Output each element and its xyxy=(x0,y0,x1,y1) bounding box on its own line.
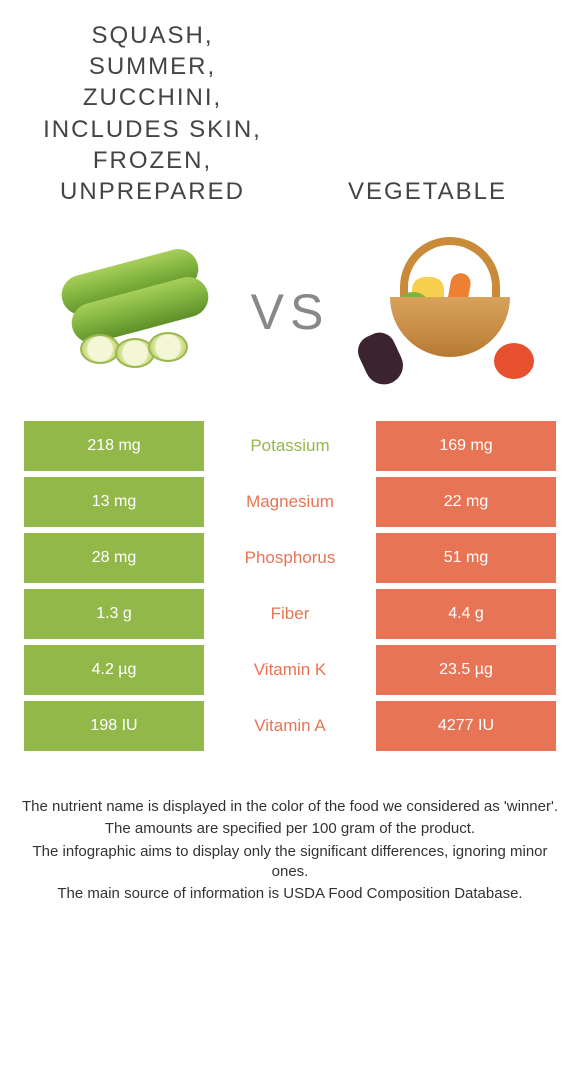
left-food-image xyxy=(30,237,230,387)
nutrient-name-cell: Magnesium xyxy=(204,477,376,527)
right-food-title: Vegetable xyxy=(305,176,550,207)
left-value-cell: 28 mg xyxy=(24,533,204,583)
nutrient-name-cell: Phosphorus xyxy=(204,533,376,583)
nutrient-name-cell: Vitamin K xyxy=(204,645,376,695)
vs-row: VS xyxy=(0,217,580,417)
table-row: 1.3 gFiber4.4 g xyxy=(24,589,556,639)
header-titles: Squash, summer, zucchini, includes skin,… xyxy=(0,0,580,217)
footer-note-line: The nutrient name is displayed in the co… xyxy=(18,797,562,817)
left-value-cell: 1.3 g xyxy=(24,589,204,639)
nutrient-name-cell: Fiber xyxy=(204,589,376,639)
left-value-cell: 4.2 µg xyxy=(24,645,204,695)
vegetable-basket-icon xyxy=(360,237,540,387)
left-value-cell: 198 IU xyxy=(24,701,204,751)
left-value-cell: 218 mg xyxy=(24,421,204,471)
zucchini-icon xyxy=(40,252,220,372)
table-row: 28 mgPhosphorus51 mg xyxy=(24,533,556,583)
comparison-table: 218 mgPotassium169 mg 13 mgMagnesium22 mg… xyxy=(0,417,580,751)
vs-label: VS xyxy=(251,283,330,341)
right-food-image xyxy=(350,237,550,387)
footer-note-line: The infographic aims to display only the… xyxy=(18,842,562,883)
footer-note-line: The amounts are specified per 100 gram o… xyxy=(18,819,562,839)
table-row: 218 mgPotassium169 mg xyxy=(24,421,556,471)
nutrient-name-cell: Vitamin A xyxy=(204,701,376,751)
nutrient-name-cell: Potassium xyxy=(204,421,376,471)
table-row: 4.2 µgVitamin K23.5 µg xyxy=(24,645,556,695)
right-value-cell: 4277 IU xyxy=(376,701,556,751)
footer-note-line: The main source of information is USDA F… xyxy=(18,884,562,904)
table-row: 198 IUVitamin A4277 IU xyxy=(24,701,556,751)
right-value-cell: 23.5 µg xyxy=(376,645,556,695)
table-row: 13 mgMagnesium22 mg xyxy=(24,477,556,527)
right-value-cell: 169 mg xyxy=(376,421,556,471)
left-title-col: Squash, summer, zucchini, includes skin,… xyxy=(30,20,275,207)
right-value-cell: 51 mg xyxy=(376,533,556,583)
infographic: Squash, summer, zucchini, includes skin,… xyxy=(0,0,580,904)
left-value-cell: 13 mg xyxy=(24,477,204,527)
right-value-cell: 22 mg xyxy=(376,477,556,527)
left-food-title: Squash, summer, zucchini, includes skin,… xyxy=(30,20,275,207)
footer-notes: The nutrient name is displayed in the co… xyxy=(0,757,580,904)
right-value-cell: 4.4 g xyxy=(376,589,556,639)
right-title-col: Vegetable xyxy=(305,176,550,207)
